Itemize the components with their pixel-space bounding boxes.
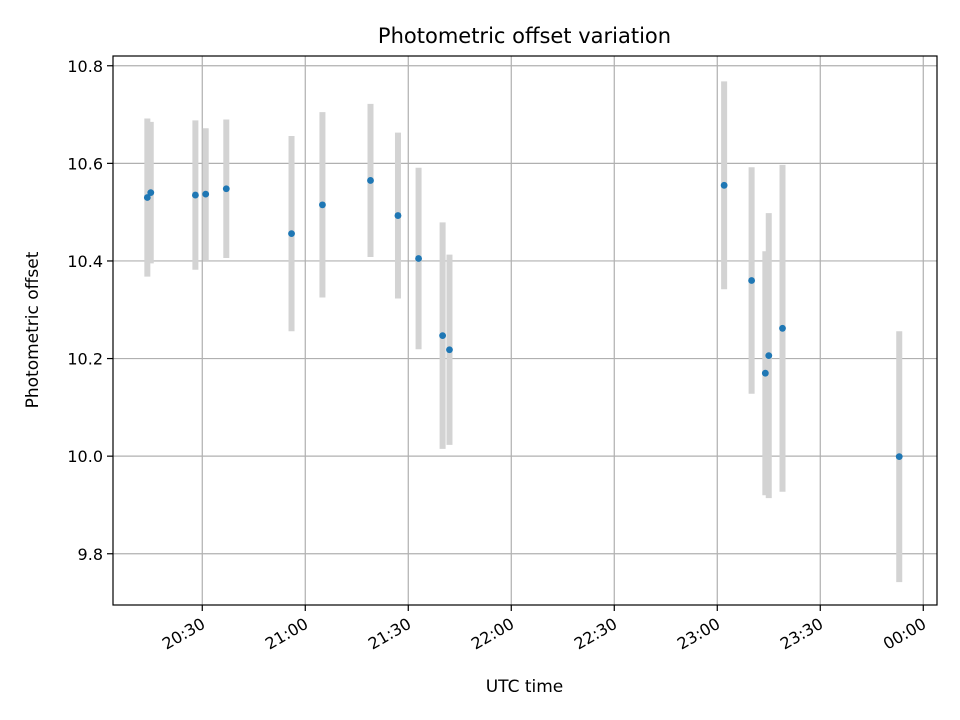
data-point <box>439 332 446 340</box>
data-point <box>367 177 374 184</box>
data-point <box>748 277 755 284</box>
data-point <box>192 191 199 199</box>
data-point <box>720 181 728 189</box>
plot-frame <box>112 55 938 606</box>
y-tick-label: 10.6 <box>67 154 103 173</box>
y-tick-label: 10.2 <box>67 350 103 369</box>
data-point <box>288 230 295 238</box>
data-point <box>446 346 453 354</box>
data-point <box>202 190 210 198</box>
y-tick-label: 10.0 <box>67 447 103 466</box>
x-axis-label: UTC time <box>486 677 564 697</box>
data-points <box>143 177 903 461</box>
y-axis-label: Photometric offset <box>23 251 43 408</box>
y-tick-label: 10.8 <box>67 57 103 76</box>
chart-title: Photometric offset variation <box>378 24 671 48</box>
data-point <box>394 212 402 219</box>
y-axis-ticks: 9.8 10.0 10.2 10.4 10.6 10.8 <box>67 57 113 564</box>
data-point <box>319 201 326 209</box>
y-tick-label: 9.8 <box>78 545 103 564</box>
data-point <box>761 369 769 377</box>
data-point <box>222 185 230 193</box>
data-point <box>779 324 786 332</box>
data-point <box>143 194 151 201</box>
y-tick-label: 10.4 <box>67 252 103 271</box>
data-point <box>895 453 903 461</box>
grid <box>113 56 937 605</box>
data-point <box>415 255 422 262</box>
data-point <box>147 189 155 197</box>
data-point <box>765 352 773 360</box>
